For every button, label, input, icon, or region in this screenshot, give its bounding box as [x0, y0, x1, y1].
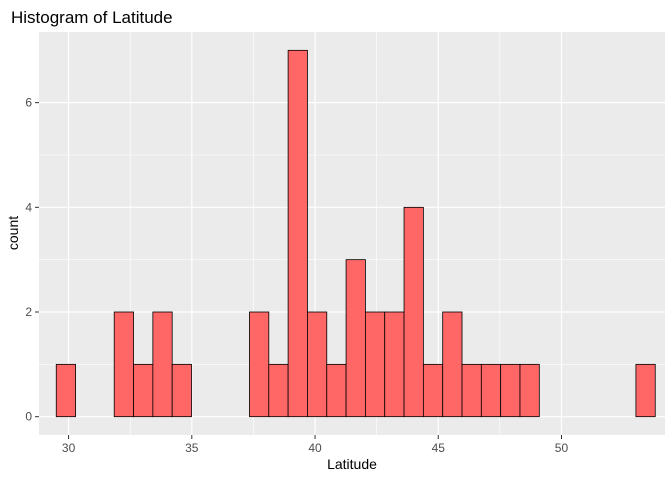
y-tick-label: 6 [25, 96, 32, 110]
histogram-bar [403, 206, 424, 418]
y-tick-label: 2 [25, 305, 32, 319]
histogram-bar [635, 363, 656, 418]
histogram-bar [422, 363, 444, 418]
histogram-bar [500, 363, 521, 418]
y-tick-label: 0 [25, 410, 32, 424]
x-tick-label: 30 [62, 441, 76, 455]
histogram-bar [268, 363, 289, 418]
histogram-bar [307, 311, 328, 418]
x-tick-label: 50 [555, 441, 569, 455]
histogram-bar [384, 311, 405, 418]
x-tick-label: 35 [185, 441, 199, 455]
y-axis-label: count [5, 216, 21, 250]
x-tick-label: 45 [432, 441, 446, 455]
histogram-bar [519, 363, 540, 418]
x-axis-label: Latitude [327, 456, 377, 472]
histogram-bar [133, 363, 154, 418]
histogram-bar [113, 311, 134, 418]
y-axis-ticks: 0 2 4 6 [25, 96, 39, 424]
histogram-bar [55, 363, 76, 418]
chart-title: Histogram of Latitude [11, 8, 173, 27]
y-tick-label: 4 [25, 200, 32, 214]
histogram-bar [249, 311, 270, 418]
histogram-bars [55, 49, 656, 418]
histogram-bar [480, 363, 502, 418]
histogram-bar [152, 311, 173, 418]
histogram-bar [365, 311, 386, 418]
histogram-bar [461, 363, 482, 418]
x-axis-ticks: 30 35 40 45 50 [62, 435, 569, 455]
histogram-bar [442, 311, 463, 418]
histogram-bar [171, 363, 192, 418]
histogram-bar [326, 363, 347, 418]
histogram-bar [287, 49, 308, 418]
histogram-bar [345, 259, 366, 418]
x-tick-label: 40 [308, 441, 322, 455]
